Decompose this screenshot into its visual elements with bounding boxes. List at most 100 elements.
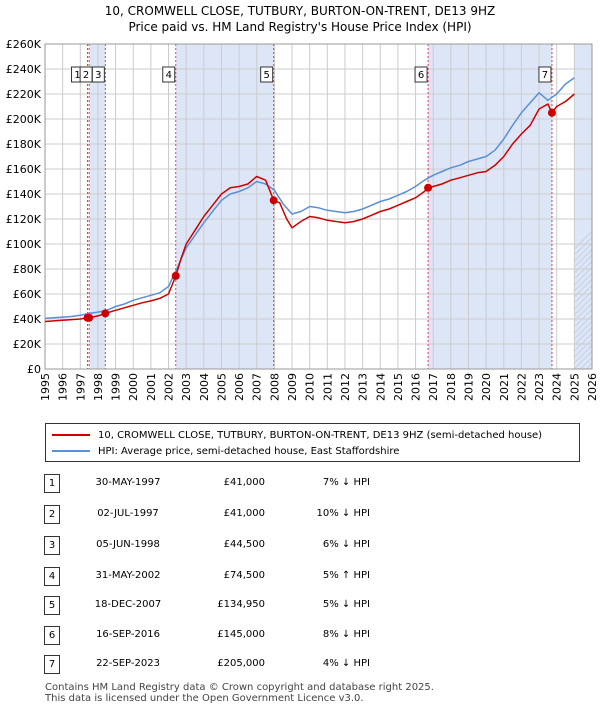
y-tick-label: £80K (13, 263, 42, 276)
sale-price: £74,500 (223, 570, 265, 581)
x-tick-label: 2004 (198, 373, 211, 401)
chart-subtitle: Price paid vs. HM Land Registry's House … (128, 20, 472, 34)
legend-price-label: 10, CROMWELL CLOSE, TUTBURY, BURTON-ON-T… (98, 429, 543, 441)
sale-date: 31-MAY-2002 (95, 570, 161, 581)
sale-point (424, 183, 433, 192)
x-tick-label: 2016 (410, 373, 423, 401)
sale-label-box (260, 66, 274, 83)
x-tick-label: 2012 (339, 373, 352, 401)
sale-price: £41,000 (223, 477, 265, 488)
y-tick-label: £40K (13, 313, 42, 326)
y-tick-label: £200K (6, 113, 42, 126)
sale-label-text: 3 (95, 70, 101, 81)
x-tick-label: 2015 (392, 373, 405, 401)
x-tick-label: 2011 (321, 373, 334, 401)
sale-hpi-diff: 4% ↓ HPI (322, 658, 370, 669)
sale-date: 05-JUN-1998 (96, 539, 160, 550)
y-tick-label: £120K (6, 213, 42, 226)
future-hatch-line (574, 302, 593, 322)
x-tick-label: 2008 (268, 373, 281, 401)
sale-points (83, 108, 556, 322)
y-tick-label: £180K (6, 138, 42, 151)
legend-price-swatch (52, 434, 90, 436)
sale-hpi-diff: 5% ↓ HPI (322, 599, 370, 610)
x-tick-label: 1995 (39, 373, 52, 401)
y-tick-label: £100K (6, 238, 42, 251)
footer-licence: This data is licensed under the Open Gov… (45, 693, 364, 704)
legend-item-hpi: HPI: Average price, semi-detached house,… (52, 443, 399, 459)
x-tick-label: 2019 (462, 373, 475, 401)
x-tick-label: 2007 (251, 373, 264, 401)
sale-number: 5 (44, 596, 60, 615)
sale-date: 02-JUL-1997 (97, 508, 159, 519)
y-tick-label: £260K (6, 38, 42, 51)
x-tick-label: 2026 (586, 373, 599, 401)
x-tick-label: 2017 (427, 373, 440, 401)
x-tick-label: 1999 (110, 373, 123, 401)
sale-hpi-diff: 7% ↓ HPI (322, 477, 370, 488)
y-tick-label: £0 (27, 363, 41, 376)
sale-hpi-diff: 6% ↓ HPI (322, 539, 370, 550)
legend-hpi-label: HPI: Average price, semi-detached house,… (98, 445, 400, 457)
sale-price: £145,000 (217, 629, 265, 640)
sale-date: 16-SEP-2016 (96, 629, 160, 640)
shaded-region (574, 44, 592, 369)
shaded-region (175, 44, 274, 369)
x-tick-label: 2020 (480, 373, 493, 401)
plot-frame (44, 43, 593, 370)
sale-number: 1 (44, 474, 60, 493)
x-tick-label: 2005 (215, 373, 228, 401)
shaded-region (89, 44, 106, 369)
x-tick-label: 2023 (533, 373, 546, 401)
sale-label-text: 4 (166, 70, 172, 81)
y-tick-label: £220K (6, 88, 42, 101)
y-tick-label: £160K (6, 163, 42, 176)
sale-date: 18-DEC-2007 (94, 599, 162, 610)
y-tick-label: £240K (6, 63, 42, 76)
sale-label-box (414, 66, 428, 83)
sale-price: £41,000 (223, 508, 265, 519)
sale-point (269, 196, 278, 205)
sale-price: £44,500 (223, 539, 265, 550)
x-tick-label: 1997 (74, 373, 87, 401)
sale-label-text: 2 (83, 70, 89, 81)
x-tick-label: 2002 (163, 373, 176, 401)
sale-number: 4 (44, 567, 60, 586)
y-axis-ticks: £0 £20K £40K £60K £80K £100K £120K £140K £160K £1… (6, 38, 42, 376)
x-tick-label: 2024 (551, 373, 564, 401)
future-hatch-line (574, 308, 593, 328)
sale-hpi-diff: 5% ↑ HPI (322, 570, 370, 581)
sale-label-text: 7 (542, 70, 548, 81)
sale-number: 7 (44, 655, 60, 674)
sale-date: 22-SEP-2023 (96, 658, 160, 669)
sale-point (85, 313, 94, 322)
sale-number: 3 (44, 536, 60, 555)
sale-point (101, 309, 110, 318)
y-tick-label: £20K (13, 338, 42, 351)
sale-hpi-diff: 8% ↓ HPI (322, 629, 370, 640)
x-tick-label: 2003 (180, 373, 193, 401)
sale-date: 30-MAY-1997 (95, 477, 161, 488)
x-tick-label: 2000 (127, 373, 140, 401)
x-tick-label: 2018 (445, 373, 458, 401)
future-hatch-line (592, 44, 600, 369)
legend-item-price: 10, CROMWELL CLOSE, TUTBURY, BURTON-ON-T… (52, 427, 542, 443)
sale-point (547, 108, 556, 117)
series-lines (44, 77, 575, 323)
y-tick-label: £60K (13, 288, 42, 301)
sale-point (171, 271, 180, 280)
hpi-line (44, 77, 575, 320)
sale-number: 2 (44, 505, 60, 524)
sale-price: £134,950 (217, 599, 265, 610)
sale-hpi-diff: 10% ↓ HPI (316, 508, 370, 519)
sale-label-text: 5 (263, 70, 269, 81)
x-tick-label: 2014 (374, 373, 387, 401)
footer-copyright: Contains HM Land Registry data © Crown c… (45, 682, 434, 693)
sale-price: £205,000 (217, 658, 265, 669)
sale-label-box (538, 66, 552, 83)
x-tick-label: 2001 (145, 373, 158, 401)
shaded-regions (89, 44, 600, 369)
x-tick-label: 2022 (515, 373, 528, 401)
